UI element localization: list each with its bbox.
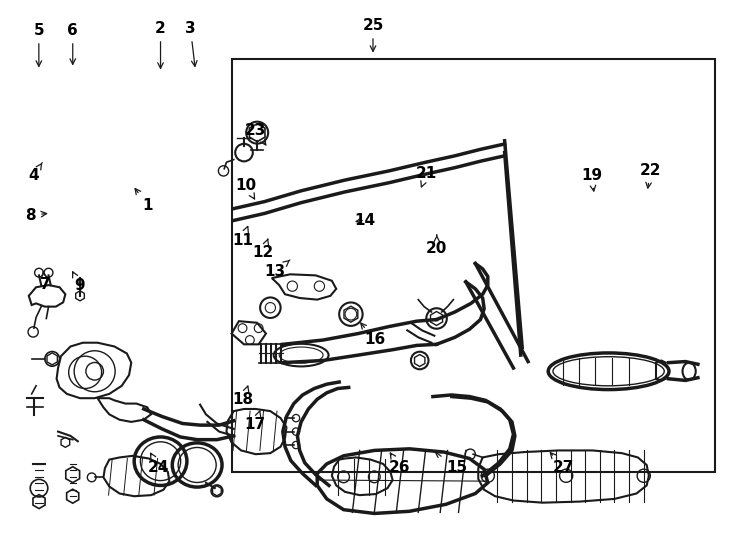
Text: 24: 24 — [148, 453, 170, 475]
Text: 12: 12 — [252, 239, 274, 260]
Text: 6: 6 — [68, 23, 78, 64]
Text: 3: 3 — [185, 21, 197, 66]
Text: 2: 2 — [155, 21, 166, 69]
Text: 8: 8 — [26, 208, 47, 222]
Text: 1: 1 — [135, 188, 153, 213]
Text: 14: 14 — [355, 213, 376, 228]
Text: 4: 4 — [29, 163, 43, 183]
Text: 27: 27 — [550, 453, 574, 475]
Text: 25: 25 — [363, 18, 384, 51]
Text: 13: 13 — [265, 260, 290, 280]
Text: 26: 26 — [389, 453, 410, 475]
Text: 22: 22 — [639, 163, 661, 188]
Text: 19: 19 — [581, 168, 602, 191]
Text: 21: 21 — [416, 166, 437, 187]
Text: 11: 11 — [232, 226, 252, 247]
Text: 20: 20 — [426, 235, 448, 255]
Text: 9: 9 — [73, 272, 85, 293]
Text: 7: 7 — [40, 272, 50, 293]
Text: 18: 18 — [233, 386, 254, 407]
Text: 17: 17 — [244, 411, 266, 432]
Text: 16: 16 — [360, 323, 385, 347]
Text: 10: 10 — [236, 178, 257, 199]
Text: 23: 23 — [244, 123, 266, 145]
Text: 5: 5 — [34, 23, 44, 66]
Text: 15: 15 — [435, 452, 468, 475]
